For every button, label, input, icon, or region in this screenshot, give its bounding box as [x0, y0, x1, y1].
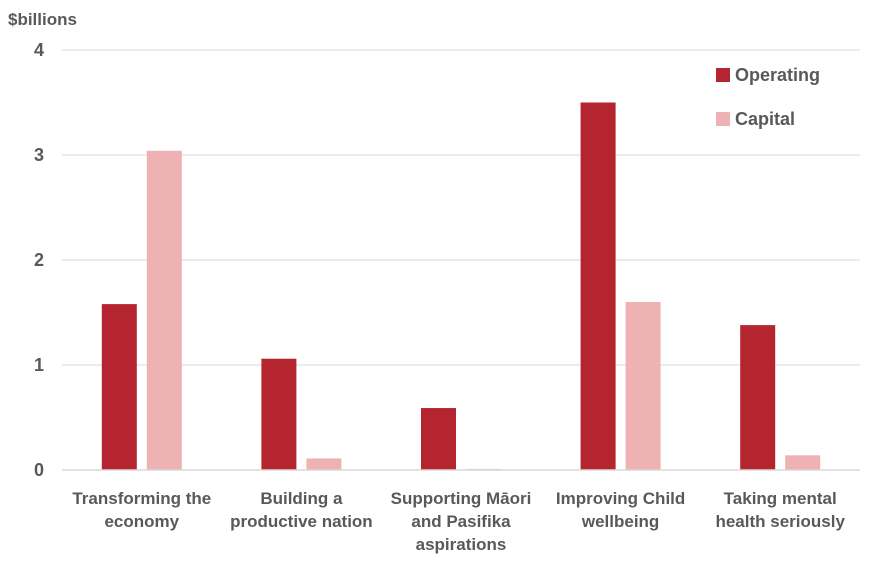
- legend: Operating Capital: [716, 65, 820, 129]
- category-label: Supporting Māori and Pasifika aspirations: [391, 489, 532, 554]
- y-axis-label: $billions: [8, 10, 77, 29]
- bar-capital: [146, 150, 182, 471]
- gridlines: [62, 49, 860, 366]
- bars: [101, 102, 821, 471]
- y-tick-label: 4: [34, 40, 44, 60]
- bar-capital: [785, 455, 821, 470]
- category-label: Taking mental health seriously: [715, 489, 845, 531]
- category-label: Transforming the economy: [72, 489, 211, 531]
- category-labels: Transforming the economy Building a product…: [72, 489, 845, 554]
- bar-operating: [261, 358, 297, 470]
- y-tick-label: 0: [34, 460, 44, 480]
- y-tick-label: 1: [34, 355, 44, 375]
- y-tick-label: 2: [34, 250, 44, 270]
- bar-operating: [101, 304, 137, 470]
- legend-label-capital: Capital: [735, 109, 795, 129]
- legend-swatch-capital: [716, 112, 730, 126]
- bar-capital: [625, 302, 661, 470]
- bar-operating: [421, 408, 456, 470]
- category-label: Building a productive nation: [230, 489, 373, 531]
- legend-label-operating: Operating: [735, 65, 820, 85]
- bar-operating: [580, 102, 616, 470]
- legend-swatch-operating: [716, 68, 730, 82]
- y-axis-ticks: 0 1 2 3 4: [34, 40, 44, 480]
- bar-capital: [306, 458, 342, 470]
- y-tick-label: 3: [34, 145, 44, 165]
- bar-operating: [740, 325, 776, 470]
- category-label: Improving Child wellbeing: [556, 489, 685, 531]
